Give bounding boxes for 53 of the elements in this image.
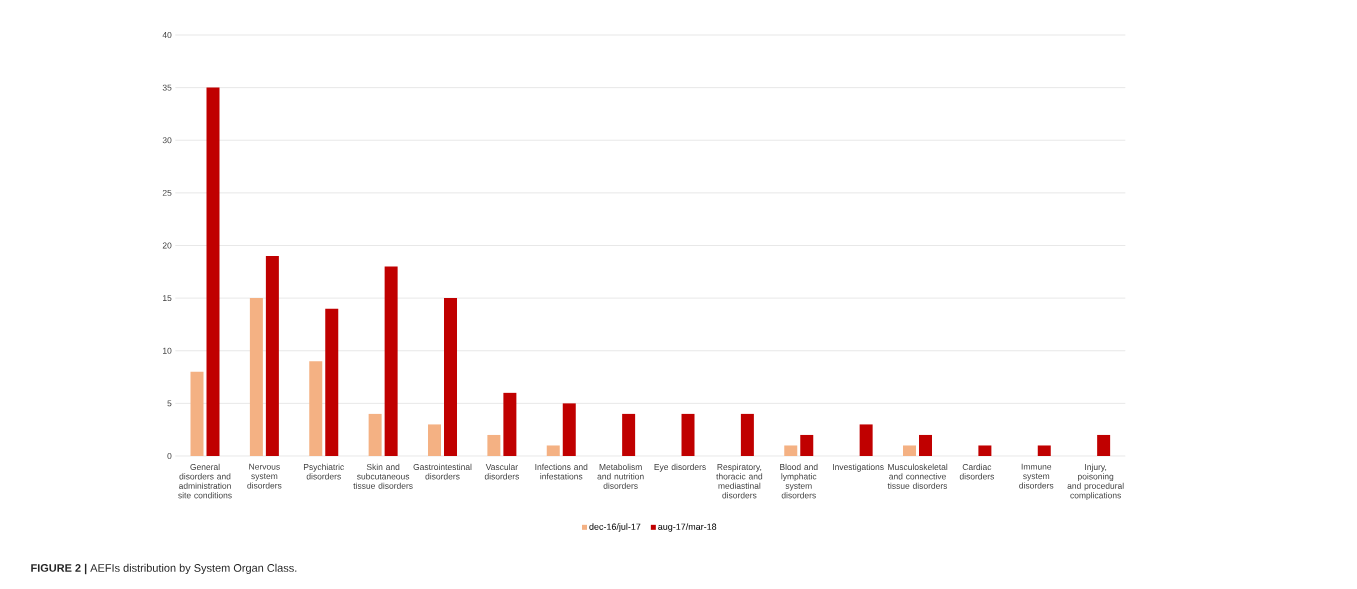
bar: [384, 266, 398, 456]
bar: [784, 445, 798, 456]
x-tick-label: Immune system disorders: [1019, 463, 1054, 489]
y-tick-label: 25: [162, 189, 172, 196]
x-tick-label: Investigations: [833, 463, 884, 472]
x-tick-label: Vascular disorders: [484, 463, 519, 480]
bar: [903, 445, 917, 456]
x-tick-label: Blood and lymphatic system disorders: [780, 463, 818, 499]
y-tick-label: 10: [163, 347, 172, 354]
bar: [978, 445, 992, 456]
x-tick-label: Cardiac disorders: [959, 463, 994, 480]
x-tick-label: Infections and infestations: [535, 463, 588, 480]
y-tick-label: 35: [162, 84, 172, 91]
y-tick-label: 20: [162, 242, 172, 249]
y-tick-label: 30: [162, 137, 172, 144]
bar: [1097, 434, 1111, 456]
y-tick-label: 15: [163, 295, 172, 302]
bar: [919, 434, 933, 456]
x-tick-label: Eye disorders: [654, 463, 706, 472]
y-tick-label: 40: [162, 32, 172, 38]
bar: [444, 298, 458, 456]
bar: [325, 308, 339, 456]
bar: [428, 424, 441, 456]
bar: [487, 434, 501, 456]
x-tick-label: Respiratory, thoracic and mediastinal disorders: [716, 463, 763, 499]
x-tick-label: Gastrointestinal disorders: [413, 463, 472, 480]
bar: [1037, 445, 1051, 456]
bar: [562, 403, 576, 456]
legend-label: aug-17/mar-18: [658, 523, 717, 532]
y-tick-label: 5: [167, 400, 172, 407]
x-tick-label: Musculoskeletal and connective tissue disorders: [887, 463, 948, 489]
x-tick-label: Nervous system disorders: [247, 463, 282, 489]
legend-label: dec-16/jul-17: [589, 523, 641, 532]
text: FIGURE 2 | AEFIs distribution by System Organ Class.: [31, 563, 297, 575]
bar: [546, 445, 560, 456]
bar: [249, 298, 263, 456]
bar: [740, 413, 754, 456]
bar: [800, 434, 814, 456]
x-tick-label: Metabolism and nutrition disorders: [597, 463, 644, 489]
bar: [622, 413, 636, 456]
x-tick-label: Skin and subcutaneous tissue disorders: [353, 463, 413, 489]
x-tick-label: Psychiatric disorders: [303, 463, 344, 480]
bar: [190, 371, 204, 456]
bar: [681, 413, 695, 456]
bar: [309, 361, 323, 456]
x-tick-label: Injury, poisoning and procedural complications: [1067, 463, 1124, 501]
x-tick-label: General disorders and administration site conditions: [178, 463, 232, 499]
bar: [265, 256, 279, 456]
bar: [859, 424, 873, 456]
y-tick-label: 0: [167, 453, 172, 459]
bar: [503, 392, 517, 456]
bar: [206, 87, 220, 456]
bar: [368, 413, 382, 456]
